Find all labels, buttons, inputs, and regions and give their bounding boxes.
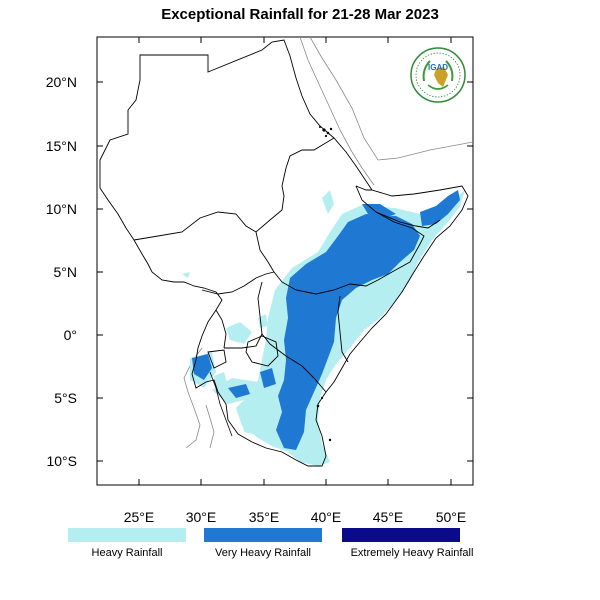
axis-ticks xyxy=(97,37,473,485)
legend-label: Heavy Rainfall xyxy=(92,547,163,559)
lon-tick-label: 35°E xyxy=(249,509,280,525)
country-boundaries xyxy=(99,39,469,467)
legend-label: Very Heavy Rainfall xyxy=(215,547,311,559)
lat-tick-label: 15°N xyxy=(46,138,77,154)
red-sea-islands xyxy=(316,126,333,442)
lon-tick-label: 40°E xyxy=(311,509,342,525)
lat-tick-label: 0° xyxy=(64,327,77,343)
legend-swatch-extremely-heavy xyxy=(342,528,460,542)
lon-tick-label: 50°E xyxy=(436,509,467,525)
legend-swatch-heavy xyxy=(68,528,186,542)
legend-label: Extremely Heavy Rainfall xyxy=(351,547,474,559)
lon-tick-label: 45°E xyxy=(373,509,404,525)
lon-tick-label: 25°E xyxy=(124,509,155,525)
igad-logo-icon: IGAD xyxy=(410,47,466,103)
logo-text: IGAD xyxy=(428,63,448,72)
lon-tick-label: 30°E xyxy=(186,509,217,525)
legend: Heavy Rainfall Very Heavy Rainfall Extre… xyxy=(68,528,473,559)
lat-tick-label: 5°N xyxy=(54,264,78,280)
lat-tick-label: 5°S xyxy=(54,390,77,406)
map-title: Exceptional Rainfall for 21-28 Mar 2023 xyxy=(161,6,439,23)
very-heavy-rainfall-area xyxy=(192,190,460,450)
lat-tick-label: 20°N xyxy=(46,74,77,90)
legend-swatch-very-heavy xyxy=(204,528,322,542)
lat-tick-label: 10°S xyxy=(46,453,77,469)
lat-tick-label: 10°N xyxy=(46,201,77,217)
